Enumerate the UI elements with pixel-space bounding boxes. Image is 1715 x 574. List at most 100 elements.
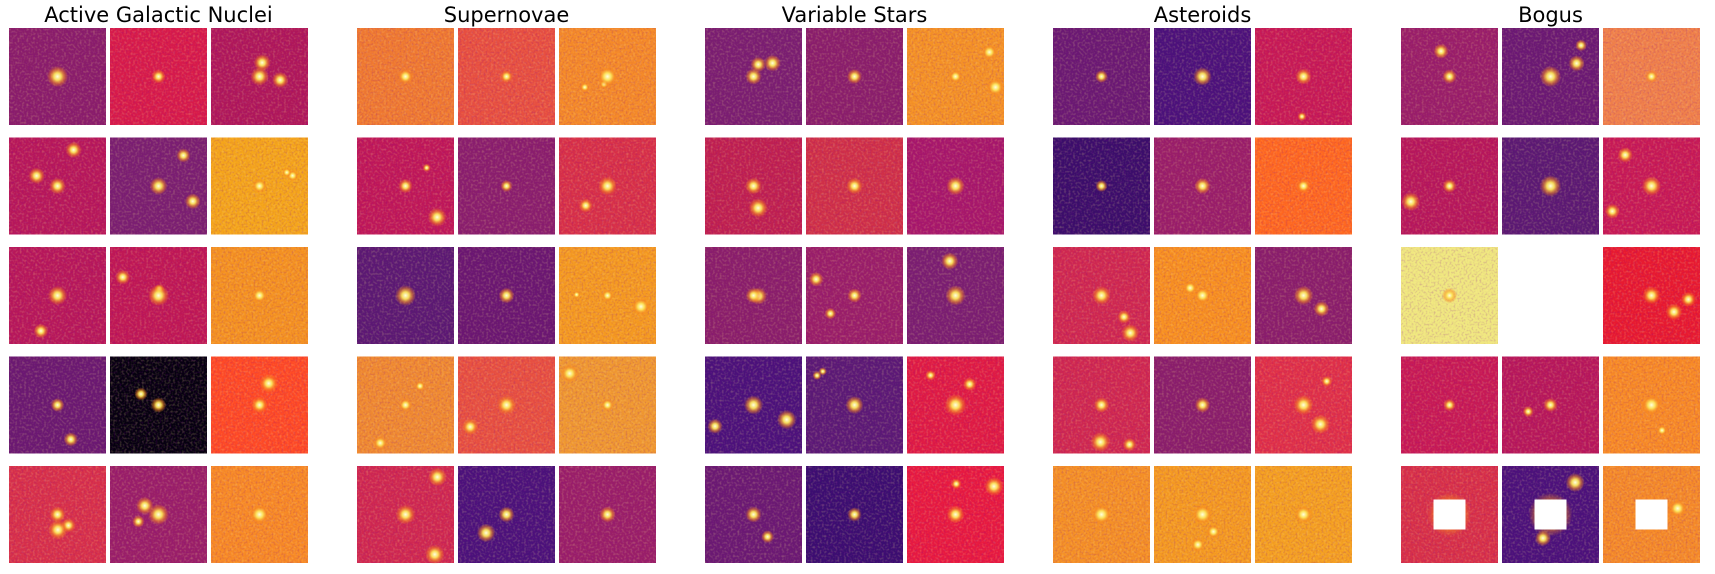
source [252, 178, 267, 194]
source [1095, 179, 1108, 193]
image-stamp [357, 247, 454, 344]
star [1206, 524, 1221, 539]
image-stamp [806, 28, 903, 125]
star [1617, 147, 1633, 163]
star [1090, 432, 1111, 452]
star [462, 418, 479, 436]
image-stamp [458, 247, 555, 344]
image-stamp [1154, 137, 1251, 235]
image-stamp [1401, 137, 1498, 235]
star [750, 56, 766, 73]
source [1442, 179, 1457, 193]
star [962, 377, 977, 391]
star [1604, 203, 1620, 219]
star [422, 163, 431, 172]
source [1441, 287, 1458, 304]
source [147, 284, 170, 307]
star [707, 418, 723, 434]
star [579, 82, 590, 93]
panel-title: Variable Stars [782, 3, 928, 27]
image-stamp [1053, 247, 1150, 344]
source [845, 395, 864, 415]
image-stamp [806, 137, 903, 235]
source [149, 177, 168, 195]
star [986, 77, 1005, 97]
image-stamp [1401, 356, 1498, 454]
image-stamp [1255, 28, 1352, 125]
source [745, 287, 762, 304]
star [984, 476, 1004, 496]
image-stamp [110, 137, 207, 235]
star [1522, 406, 1534, 418]
source [1192, 504, 1213, 525]
source [47, 285, 68, 306]
source [1642, 286, 1661, 305]
star [572, 290, 581, 299]
image-stamp [458, 356, 555, 454]
star [115, 269, 131, 285]
image-stamp [458, 28, 555, 125]
image-stamp [705, 247, 802, 344]
source [1294, 505, 1313, 524]
image-stamp [907, 137, 1004, 235]
star [1122, 437, 1137, 452]
image-stamp [1154, 28, 1251, 125]
star [1310, 414, 1331, 435]
source [1539, 175, 1562, 197]
image-stamp [357, 466, 454, 565]
source [745, 68, 762, 85]
star [33, 323, 49, 339]
source [500, 70, 513, 83]
image-stamp [1502, 28, 1599, 125]
star [1575, 39, 1587, 52]
star [253, 54, 271, 72]
source [946, 176, 965, 196]
source [743, 395, 764, 415]
source [251, 287, 268, 304]
star [818, 367, 827, 376]
star [941, 252, 959, 270]
image-stamp [357, 28, 454, 125]
source [1194, 177, 1211, 195]
star [578, 198, 593, 213]
source [745, 177, 762, 195]
star [425, 544, 445, 565]
image-stamp [110, 247, 207, 344]
image-stamp [110, 28, 207, 125]
star [560, 363, 580, 383]
source [600, 398, 615, 412]
source [500, 179, 513, 193]
image-stamp [1502, 356, 1599, 454]
star [981, 44, 998, 61]
source [745, 506, 762, 523]
star [372, 435, 388, 451]
image-stamp [458, 466, 555, 563]
source [599, 506, 616, 523]
star [28, 167, 45, 185]
image-stamp [1502, 137, 1599, 235]
star [134, 387, 148, 401]
source [1293, 395, 1314, 415]
image-stamp [559, 247, 656, 344]
image-stamp [9, 247, 106, 344]
panel-title: Bogus [1518, 3, 1583, 27]
star [259, 373, 279, 393]
image-stamp [1154, 247, 1251, 344]
star [476, 523, 496, 543]
source [598, 176, 617, 196]
source [50, 398, 65, 412]
source [249, 504, 270, 525]
source [150, 397, 167, 413]
star [1433, 43, 1449, 59]
source [398, 397, 413, 413]
source [1194, 397, 1211, 413]
star [1568, 55, 1585, 72]
star [427, 207, 447, 227]
star [65, 141, 82, 158]
masked-region [1534, 499, 1567, 530]
star [1121, 324, 1140, 342]
image-stamp [9, 137, 106, 235]
image-stamp [1255, 356, 1352, 454]
source [1539, 65, 1562, 88]
image-stamp [357, 356, 454, 454]
